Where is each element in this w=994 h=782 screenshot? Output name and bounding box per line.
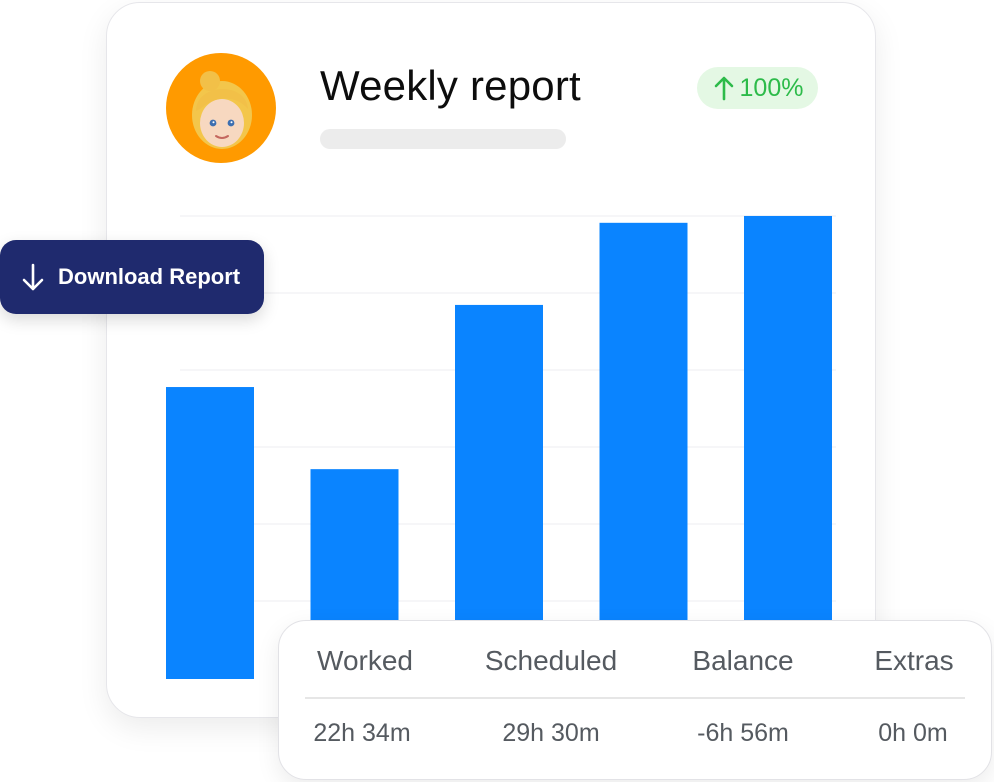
stat-label-extras: Extras: [874, 645, 954, 676]
stat-value-worked: 22h 34m: [313, 719, 411, 747]
stat-value-balance: -6h 56m: [697, 719, 789, 747]
chart-bar-5: [744, 215, 832, 679]
stat-label-worked: Worked: [317, 645, 413, 676]
subtitle-placeholder: [320, 129, 566, 149]
download-report-label: Download Report: [58, 264, 241, 289]
stat-value-extras: 0h 0m: [878, 719, 948, 747]
stat-label-balance: Balance: [692, 645, 794, 676]
blonde-woman-emoji-icon: [192, 71, 252, 149]
stat-value-scheduled: 29h 30m: [502, 719, 600, 747]
arrow-down-icon: [22, 263, 44, 291]
growth-badge: 100%: [697, 67, 818, 109]
stats-panel: Worked Scheduled Balance Extras 22h 34m …: [278, 620, 992, 780]
page-title: Weekly report: [320, 62, 581, 109]
stats-divider: [305, 697, 965, 699]
chart-bar-4: [599, 222, 688, 680]
chart-bar-3: [455, 304, 543, 679]
chart-bar-1: [166, 387, 254, 679]
arrow-up-icon: [714, 76, 733, 101]
avatar: [166, 53, 276, 163]
growth-badge-text: 100%: [739, 73, 804, 102]
download-report-button[interactable]: Download Report: [0, 240, 264, 314]
stat-label-scheduled: Scheduled: [484, 645, 618, 676]
